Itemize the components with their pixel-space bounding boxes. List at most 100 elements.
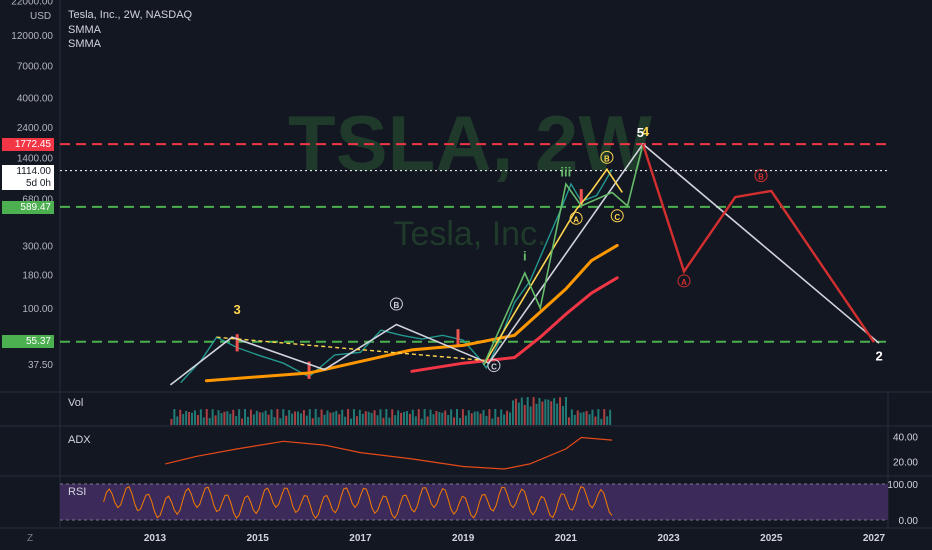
- support-mid-price-tag: 589.47: [2, 201, 54, 214]
- volume-bar: [341, 409, 344, 425]
- y-tick-label: 22000.00: [11, 0, 53, 7]
- volume-bar: [338, 414, 341, 425]
- volume-pane-label[interactable]: Vol: [68, 397, 84, 409]
- volume-bar: [541, 401, 544, 425]
- volume-bar: [544, 399, 547, 425]
- indicator-smma-1[interactable]: SMMA: [68, 24, 101, 36]
- volume-bar: [261, 412, 264, 425]
- watermark-name: Tesla, Inc.: [393, 215, 546, 253]
- volume-bar: [193, 410, 196, 425]
- volume-bar: [170, 419, 173, 425]
- volume-bar: [185, 411, 188, 425]
- volume-bar: [285, 415, 288, 425]
- adx-pane-label[interactable]: ADX: [68, 434, 91, 446]
- volume-bar: [600, 418, 603, 425]
- volume-bar: [235, 416, 238, 425]
- volume-bar: [532, 397, 535, 425]
- x-tick-label: 2023: [657, 533, 680, 544]
- volume-bar: [423, 409, 426, 425]
- volume-bar: [458, 418, 461, 425]
- volume-bar: [538, 397, 541, 425]
- projection-line: [641, 143, 875, 343]
- rsi-pane-label[interactable]: RSI: [68, 486, 87, 498]
- volume-bar: [567, 417, 570, 425]
- volume-bar: [255, 410, 258, 425]
- wave-label-circle: [677, 274, 691, 288]
- y-tick-label: 1400.00: [17, 154, 54, 165]
- volume-bar: [299, 413, 302, 425]
- rsi-band: [60, 484, 888, 520]
- volume-bar: [579, 412, 582, 425]
- volume-bar: [264, 410, 267, 425]
- volume-bar: [420, 418, 423, 425]
- volume-bar: [500, 409, 503, 425]
- wave-label: i: [523, 249, 527, 264]
- volume-bar: [438, 412, 441, 425]
- volume-bar: [535, 403, 538, 425]
- wave-label: C: [491, 363, 497, 372]
- wave-label: 2: [876, 348, 883, 363]
- volume-bar: [376, 415, 379, 425]
- volume-bar: [208, 417, 211, 425]
- volume-bar: [182, 414, 185, 425]
- volume-bar: [562, 406, 565, 425]
- volume-bar: [388, 417, 391, 425]
- volume-bar: [461, 409, 464, 425]
- volume-bar: [411, 409, 414, 425]
- volume-bar: [520, 397, 523, 425]
- x-tick-label: 2015: [247, 533, 270, 544]
- volume-bar: [603, 409, 606, 425]
- volume-bar: [482, 409, 485, 425]
- volume-bar: [335, 410, 338, 425]
- volume-bar: [597, 409, 600, 425]
- volume-bar: [529, 406, 532, 425]
- volume-bar: [467, 410, 470, 425]
- volume-bar: [497, 416, 500, 425]
- wave-label-circle: [487, 359, 501, 373]
- smma-fast-line: [204, 243, 619, 383]
- volume-bar: [361, 413, 364, 425]
- volume-bar: [550, 401, 553, 425]
- price-candle: [235, 334, 239, 352]
- volume-bar: [332, 412, 335, 425]
- wave-label: A: [681, 278, 687, 287]
- volume-bar: [246, 416, 249, 425]
- volume-bar: [494, 409, 497, 425]
- volume-bar: [220, 413, 223, 425]
- resistance-price-tag: 1772.45: [2, 138, 54, 151]
- volume-bar: [370, 413, 373, 425]
- volume-bar: [279, 418, 282, 425]
- volume-bar: [456, 409, 459, 425]
- volume-bar: [503, 414, 506, 425]
- volume-bar: [297, 411, 300, 425]
- rsi-line: [103, 485, 613, 520]
- price-candle: [456, 329, 460, 347]
- wave-label: 4: [642, 124, 650, 139]
- indicator-smma-2[interactable]: SMMA: [68, 38, 101, 50]
- volume-bar: [308, 409, 311, 425]
- countdown-tag: 5d 0h: [2, 177, 54, 190]
- volume-bar: [517, 402, 520, 425]
- smma-slow-line: [410, 276, 619, 373]
- volume-bar: [453, 417, 456, 425]
- y-tick-label: 4000.00: [17, 94, 54, 105]
- volume-bar: [514, 398, 517, 425]
- volume-bar: [450, 409, 453, 425]
- y-tick-label: 2400.00: [17, 123, 54, 134]
- wave-label-circle: [600, 150, 614, 164]
- volume-bar: [400, 412, 403, 425]
- adx-tick-label: 20.00: [893, 457, 918, 468]
- volume-bar: [188, 412, 191, 425]
- x-tick-label: 2021: [555, 533, 578, 544]
- volume-bar: [441, 412, 444, 425]
- wave-label-circle: [754, 169, 768, 183]
- wave-line-yellow: [483, 167, 623, 366]
- volume-bar: [426, 416, 429, 425]
- volume-bar: [385, 409, 388, 425]
- y-tick-label: 680.00: [22, 195, 53, 206]
- volume-bar: [491, 418, 494, 425]
- volume-bar: [394, 415, 397, 425]
- volume-bar: [444, 410, 447, 425]
- volume-bar: [229, 413, 232, 425]
